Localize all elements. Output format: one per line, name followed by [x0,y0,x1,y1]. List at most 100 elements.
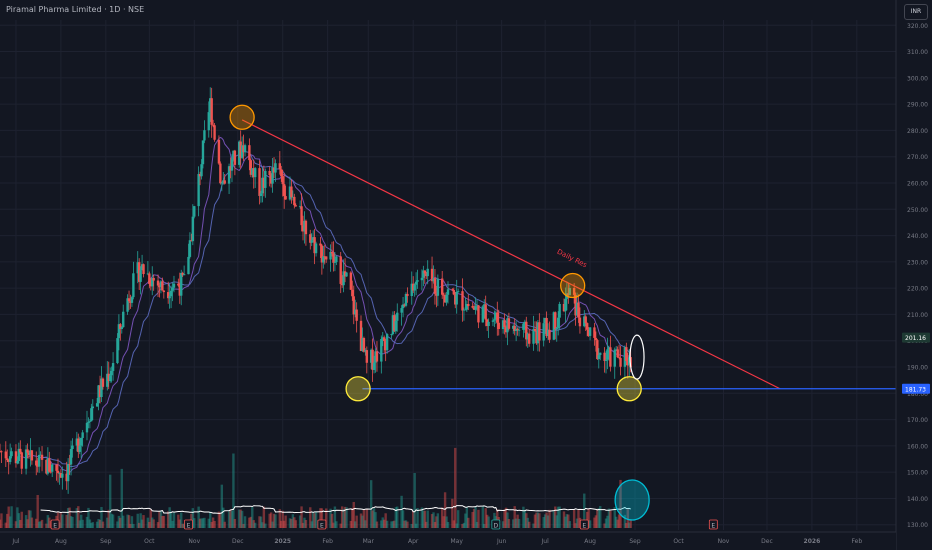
volume-bar [384,513,387,528]
candle-body [432,278,435,282]
volume-bar [290,518,293,528]
candle-body [300,206,303,226]
volume-bar [446,521,450,528]
candle-body [455,291,458,305]
volume-bar [574,523,577,528]
candle-body [494,312,498,320]
volume-bar [355,515,358,528]
volume-bar [506,512,509,528]
candle-body [322,256,325,263]
volume-bar [177,514,180,528]
volume-bar [333,506,337,528]
volume-bar [142,515,145,528]
volume-bar [24,515,28,528]
volume-bar [614,516,618,528]
candle-body [604,359,608,361]
candle-body [542,323,545,341]
candle-body [229,166,232,171]
volume-bar [603,523,606,528]
candle-body [48,458,51,472]
candle-body [487,321,490,327]
candle-body [464,309,467,311]
volume-bar [222,507,225,528]
candle-body [161,281,164,291]
marker-circle [345,376,371,402]
volume-bar [10,506,13,528]
candle-body [169,290,173,297]
volume-bar [91,522,94,528]
time-tick-label: 2025 [274,538,291,545]
volume-bar [625,522,628,528]
volume-bar [536,512,540,528]
volume-bar [269,512,273,528]
time-tick-label: Jul [541,538,550,545]
candle-body [442,294,445,296]
candle-body [210,98,213,125]
volume-bar [604,518,608,528]
candle-body [535,330,538,344]
volume-bar [572,509,576,528]
volume-bar [30,517,34,528]
volume-bar [129,523,132,528]
volume-bar [14,521,18,528]
volume-bar [532,523,535,528]
volume-bar [117,515,121,528]
candle-body [425,273,428,277]
candle-body [333,262,337,263]
candle-body [78,445,81,452]
marker-circle [560,272,586,299]
volume-bar [61,514,64,528]
volume-bar [268,513,271,528]
volume-bar [71,516,74,528]
candle-body [572,288,576,295]
candle-body [293,196,296,206]
volume-bar [20,511,23,528]
currency-button[interactable]: INR [904,4,928,20]
volume-bar [414,523,418,528]
volume-bar [558,506,561,528]
candle-body [24,449,28,469]
price-tick-label: 220.00 [907,286,928,293]
candle-body [200,164,203,177]
volume-bar [166,511,170,528]
volume-bar [583,493,586,528]
price-tick-label: 140.00 [907,496,928,503]
volume-bar [394,507,398,528]
volume-bar [359,513,363,528]
candle-body [616,349,619,358]
candle-body [345,272,348,277]
candle-body [284,196,287,200]
candle-body [416,280,419,282]
volume-bar [538,513,541,528]
candle-body [230,159,234,171]
candle-body [79,437,83,446]
price-tick-label: 230.00 [907,259,928,266]
volume-bar [298,515,302,528]
volume-bar [300,506,303,528]
candle-body [220,182,224,184]
candle-body [180,272,183,296]
volume-bar [475,521,479,528]
volume-bar [568,521,571,528]
candle-body [474,306,477,310]
candle-body [340,283,344,286]
volume-bar [548,509,551,528]
volume-bar [101,521,105,528]
candle-body [75,438,79,446]
candle-body [413,284,416,291]
volume-bar [201,518,205,528]
candle-body [443,295,447,303]
volume-bar [309,507,312,528]
volume-bar [304,519,308,528]
volume-bar [525,513,528,528]
candle-body [607,347,611,350]
volume-bar [106,517,109,528]
candle-body [116,338,119,364]
volume-bar [423,510,427,528]
candle-body [628,357,631,366]
volume-bar [442,516,445,528]
volume-bar [39,521,42,528]
candle-body [496,312,499,323]
volume-bar [172,512,176,528]
volume-bar [249,516,253,528]
